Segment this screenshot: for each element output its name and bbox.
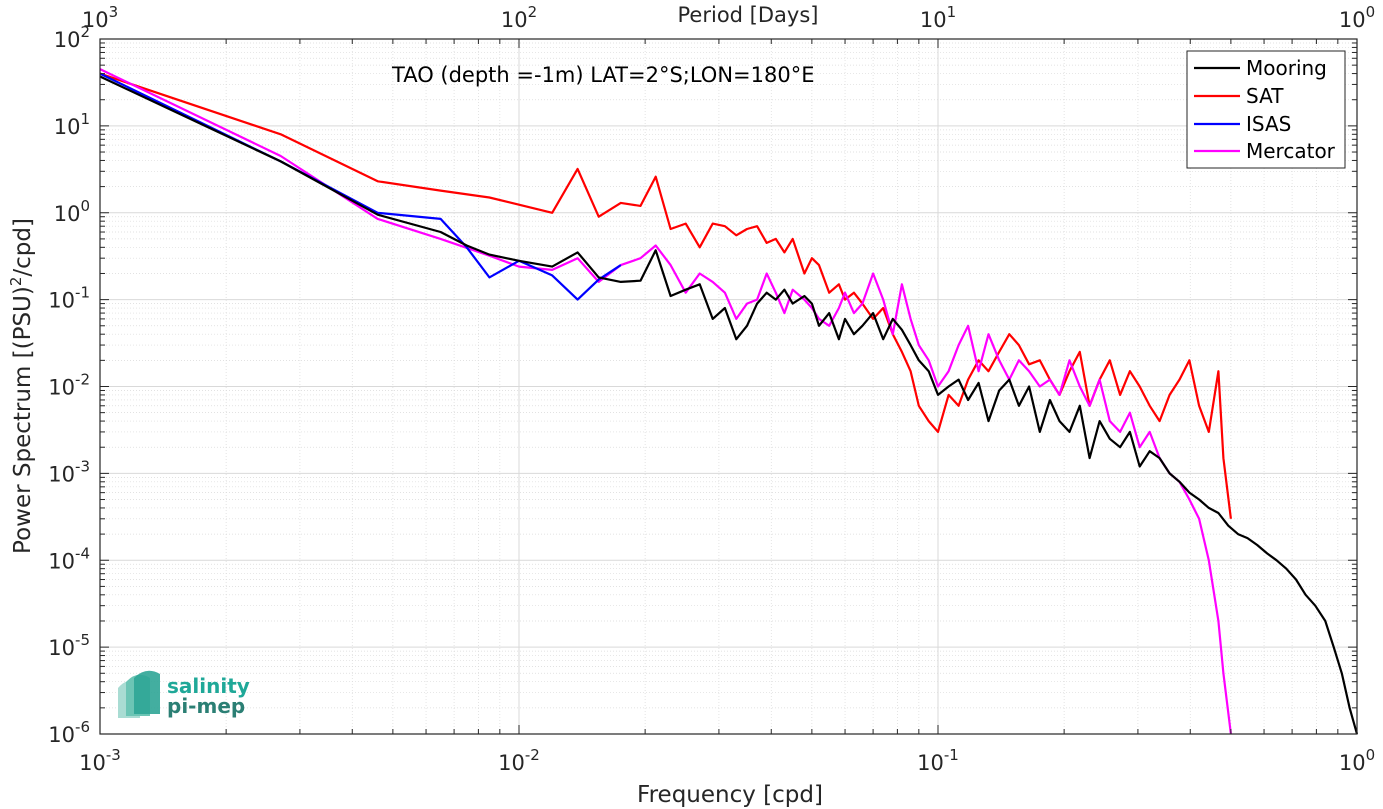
- y-axis-label: Power Spectrum [(PSU)2/cpd]: [7, 218, 36, 554]
- logo-wave-icon: [118, 670, 160, 718]
- salinity-pi-mep-logo: salinity pi-mep: [118, 670, 250, 718]
- x-tick-label: 10-1: [917, 746, 959, 775]
- top-tick-label: 100: [1339, 3, 1375, 32]
- top-axis-label: Period [Days]: [678, 3, 819, 27]
- top-tick-label: 102: [501, 3, 537, 32]
- legend-label-sat: SAT: [1246, 84, 1284, 108]
- series-line-mooring: [99, 75, 1359, 735]
- legend-label-mercator: Mercator: [1246, 139, 1336, 163]
- logo-text-pi-mep: pi-mep: [167, 694, 245, 718]
- x-tick-label: 10-3: [79, 746, 121, 775]
- grid: [100, 39, 1357, 734]
- chart-title: TAO (depth =-1m) LAT=2°S;LON=180°E: [391, 63, 815, 87]
- y-tick-label: 10-6: [48, 718, 90, 747]
- top-tick-label: 103: [82, 3, 118, 32]
- y-tick-label: 100: [54, 197, 90, 226]
- y-tick-label: 102: [54, 23, 90, 52]
- x-axis-label: Frequency [cpd]: [637, 782, 823, 808]
- y-tick-label: 10-4: [48, 544, 90, 573]
- y-tick-label: 10-5: [48, 631, 90, 660]
- legend: Mooring SAT ISAS Mercator: [1186, 50, 1346, 169]
- y-tick-label: 101: [54, 110, 90, 139]
- legend-label-isas: ISAS: [1246, 112, 1291, 136]
- legend-box: [1186, 50, 1346, 169]
- logo-text-salinity: salinity: [167, 674, 250, 698]
- series-lines: [99, 68, 1359, 735]
- y-tick-label: 10-1: [48, 284, 90, 313]
- top-tick-label: 101: [920, 3, 956, 32]
- series-line-sat: [99, 72, 1232, 519]
- y-tick-label: 10-2: [48, 371, 90, 400]
- series-line-mercator: [99, 68, 1232, 735]
- x-tick-label: 100: [1339, 746, 1375, 775]
- series-line-isas: [99, 72, 622, 301]
- legend-label-mooring: Mooring: [1246, 56, 1327, 80]
- y-tick-label: 10-3: [48, 457, 90, 486]
- x-tick-label: 10-2: [498, 746, 540, 775]
